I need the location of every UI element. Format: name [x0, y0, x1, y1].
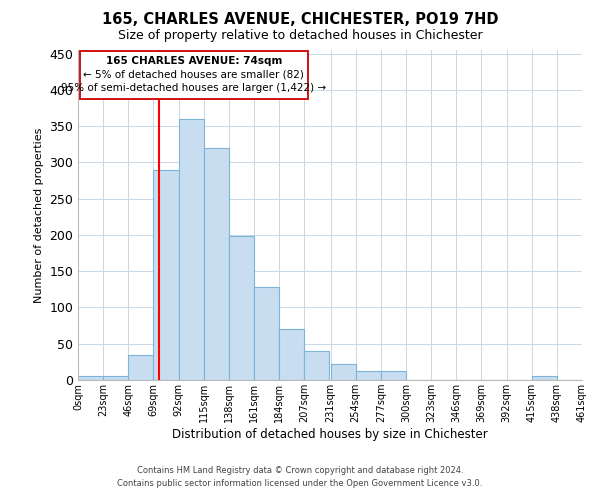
Bar — [304, 351, 329, 380]
Bar — [128, 354, 154, 380]
Text: Contains HM Land Registry data © Crown copyright and database right 2024.
Contai: Contains HM Land Registry data © Crown c… — [118, 466, 482, 487]
Bar — [179, 119, 204, 380]
Bar — [254, 287, 279, 380]
Bar — [279, 329, 304, 380]
Bar — [103, 376, 128, 380]
Y-axis label: Number of detached properties: Number of detached properties — [34, 128, 44, 302]
Text: 165 CHARLES AVENUE: 74sqm: 165 CHARLES AVENUE: 74sqm — [106, 56, 282, 66]
X-axis label: Distribution of detached houses by size in Chichester: Distribution of detached houses by size … — [172, 428, 488, 441]
Text: 165, CHARLES AVENUE, CHICHESTER, PO19 7HD: 165, CHARLES AVENUE, CHICHESTER, PO19 7H… — [102, 12, 498, 28]
Text: Size of property relative to detached houses in Chichester: Size of property relative to detached ho… — [118, 29, 482, 42]
FancyBboxPatch shape — [80, 52, 308, 98]
Text: ← 5% of detached houses are smaller (82): ← 5% of detached houses are smaller (82) — [83, 70, 304, 80]
Bar — [356, 370, 381, 380]
Bar — [78, 376, 103, 380]
Bar — [229, 236, 254, 380]
Bar — [331, 364, 356, 380]
Bar — [204, 148, 229, 380]
Text: 95% of semi-detached houses are larger (1,422) →: 95% of semi-detached houses are larger (… — [61, 82, 326, 92]
Bar — [381, 370, 406, 380]
Bar — [154, 170, 179, 380]
Bar — [532, 376, 557, 380]
